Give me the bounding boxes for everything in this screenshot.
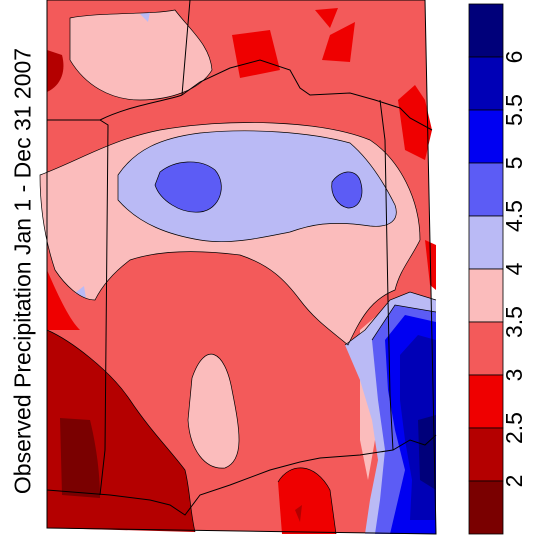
legend-tick-label: 4 [501, 262, 527, 275]
legend-swatch [468, 162, 504, 217]
contour-region-3.5-4-north [70, 10, 212, 100]
legend-tick-label: 2 [501, 475, 527, 488]
contour-region-4.5-5-west-center [155, 161, 222, 213]
map-frame [46, 0, 437, 535]
legend-tick-label: 2.5 [501, 412, 527, 444]
legend-tick-label: 5.5 [501, 94, 527, 126]
contour-region-2-2.5-south-spot [295, 505, 302, 522]
map-title-container: Observed Precipitation Jan 1 - Dec 31 20… [0, 0, 46, 541]
legend-swatch [468, 480, 504, 535]
legend-tick-label: 5 [501, 157, 527, 170]
contour-region-2-2.5-west-edge [47, 50, 64, 92]
contour-region-4-4.5-north-spot [140, 12, 150, 22]
legend-swatch [468, 3, 504, 58]
contour-region-4-4.5-central [118, 130, 397, 242]
contour-region-2.5-3-south [278, 467, 336, 534]
contour-region-2.5-3-north-spot-2 [322, 22, 355, 62]
legend-swatch [468, 56, 504, 111]
contour-region-gt6-east-coast [418, 415, 436, 490]
contour-region-4.5-5-east-center [331, 171, 362, 208]
contour-region-2.5-3-west [47, 270, 80, 330]
map-title: Observed Precipitation Jan 1 - Dec 31 20… [9, 47, 36, 494]
contour-lines [39, 9, 437, 535]
contour-region-2.5-3-north-spot-1 [315, 8, 338, 28]
contour-region-2.5-3-north-spot-3 [232, 30, 280, 78]
contour-region-2.5-3-northeast [398, 85, 432, 160]
legend-swatch [468, 268, 504, 323]
contour-region-lt2-southwest [60, 418, 100, 498]
legend-swatch [468, 427, 504, 482]
legend-swatch [468, 109, 504, 164]
legend-swatch [468, 374, 504, 429]
legend-swatch [468, 215, 504, 270]
contour-region-4-4.5-west-spot [75, 286, 86, 298]
legend-tick-label: 3.5 [501, 306, 527, 338]
legend-swatch [468, 321, 504, 376]
contour-region-3.5-4-south-central [188, 354, 240, 469]
legend-tick-label: 6 [501, 51, 527, 64]
state-boundaries [46, 0, 437, 516]
color-legend: 2 2.5 3 3.5 4 4.5 5 5.5 6 [468, 3, 527, 535]
legend-tick-label: 3 [501, 369, 527, 382]
legend-tick-label: 4.5 [501, 200, 527, 232]
